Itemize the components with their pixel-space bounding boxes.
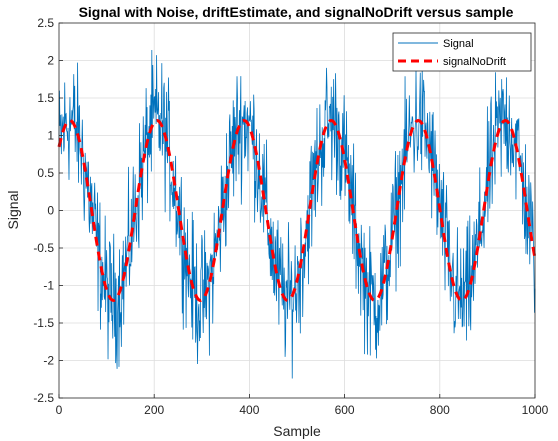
x-tick-label: 0 bbox=[56, 403, 63, 417]
legend-signalnodrift-label: signalNoDrift bbox=[443, 56, 506, 68]
y-tick-label: 0 bbox=[47, 204, 54, 218]
y-axis-label: Signal bbox=[5, 191, 21, 230]
x-tick-label: 800 bbox=[430, 403, 450, 417]
x-tick-label: 1000 bbox=[522, 403, 549, 417]
y-tick-label: -2.5 bbox=[33, 391, 54, 405]
y-tick-label: 2.5 bbox=[37, 16, 54, 30]
signal-series bbox=[58, 50, 536, 379]
signalnodrift-line bbox=[57, 118, 537, 303]
legend: Signal signalNoDrift bbox=[392, 32, 532, 72]
y-tick-label: 1 bbox=[47, 129, 54, 143]
y-tick-label: -1.5 bbox=[33, 316, 54, 330]
y-tick-label: -0.5 bbox=[33, 241, 54, 255]
x-tick-labels: 0 200 400 600 800 1000 bbox=[56, 394, 549, 417]
y-tick-label: -2 bbox=[43, 354, 54, 368]
legend-box bbox=[392, 32, 532, 72]
y-tick-label: 2 bbox=[47, 54, 54, 68]
chart-title: Signal with Noise, driftEstimate, and si… bbox=[79, 4, 514, 20]
x-axis-label: Sample bbox=[273, 423, 321, 439]
y-tick-label: 1.5 bbox=[37, 91, 54, 105]
x-tick-label: 600 bbox=[335, 403, 355, 417]
x-tick-label: 200 bbox=[144, 403, 164, 417]
legend-signal-label: Signal bbox=[443, 38, 474, 50]
y-tick-label: 0.5 bbox=[37, 166, 54, 180]
y-tick-label: -1 bbox=[43, 279, 54, 293]
signalnodrift-series bbox=[57, 118, 537, 303]
x-tick-label: 400 bbox=[239, 403, 259, 417]
signal-line bbox=[58, 50, 536, 379]
y-tick-labels: -2.5 -2 -1.5 -1 -0.5 0 0.5 1 1.5 2 2.5 bbox=[33, 16, 63, 405]
